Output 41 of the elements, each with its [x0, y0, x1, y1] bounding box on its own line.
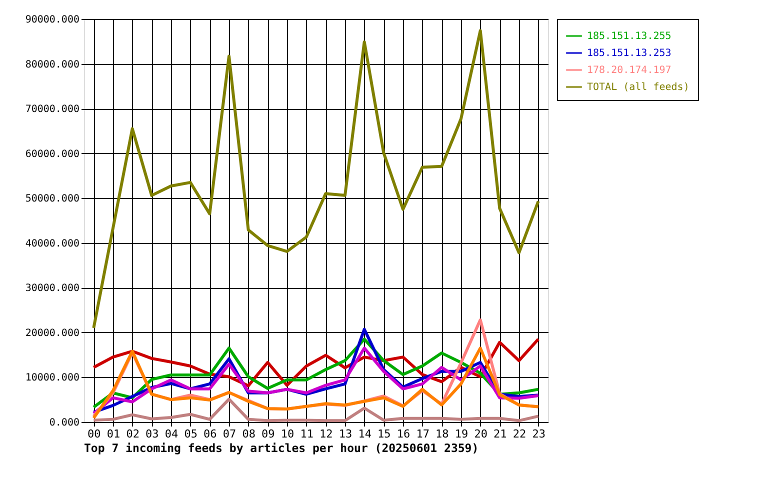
- x-tick-label: 00: [88, 428, 101, 440]
- x-tick-label: 01: [106, 428, 120, 440]
- y-tick-label: 20000.000: [25, 328, 80, 339]
- x-tick-label: 13: [338, 428, 352, 440]
- x-tick-label: 15: [378, 428, 391, 440]
- x-tick-label: 21: [494, 428, 507, 440]
- x-tick-label: 03: [146, 428, 159, 440]
- y-tick-label: 70000.000: [25, 104, 80, 116]
- x-tick-label: 12: [320, 428, 333, 440]
- y-tick-label: 30000.000: [25, 283, 80, 294]
- x-tick-label: 08: [242, 428, 256, 440]
- x-tick-label: 06: [204, 428, 217, 440]
- x-tick-label: 07: [222, 428, 236, 440]
- legend-label: 185.151.13.253: [587, 48, 672, 59]
- legend-label: 178.20.174.197: [587, 65, 672, 76]
- legend-label: 185.151.13.255: [587, 31, 672, 42]
- x-tick-label: 04: [164, 428, 178, 440]
- x-tick-label: 02: [126, 428, 140, 440]
- y-tick-label: 80000.000: [25, 59, 80, 70]
- y-tick-label: 40000.000: [25, 238, 80, 250]
- y-tick-label: 90000.000: [25, 14, 80, 26]
- text: Top 7 incoming feeds by articles per hour (20250601 2359): [84, 441, 479, 455]
- x-tick-label: 11: [300, 428, 314, 440]
- x-tick-label: 22: [512, 428, 526, 440]
- x-tick-label: 14: [358, 428, 372, 440]
- x-tick-label: 20: [474, 428, 488, 440]
- x-tick-label: 19: [454, 428, 468, 440]
- x-tick-label: 17: [416, 428, 430, 440]
- y-tick-label: 60000.000: [25, 148, 80, 160]
- y-tick-label: 10000.000: [25, 372, 80, 384]
- x-tick-label: 05: [184, 428, 198, 440]
- x-tick-label: 09: [262, 428, 275, 440]
- line-series: [92, 398, 540, 422]
- y-tick-label: 50000.000: [25, 194, 80, 205]
- x-tick-label: 10: [280, 428, 294, 440]
- y-tick-label: 0.000: [49, 418, 80, 428]
- x-tick-label: 18: [436, 428, 449, 440]
- legend-label: TOTAL (all feeds): [587, 82, 690, 93]
- x-tick-label: 16: [396, 428, 410, 440]
- line-series: [92, 29, 540, 330]
- x-tick-label: 23: [532, 428, 546, 440]
